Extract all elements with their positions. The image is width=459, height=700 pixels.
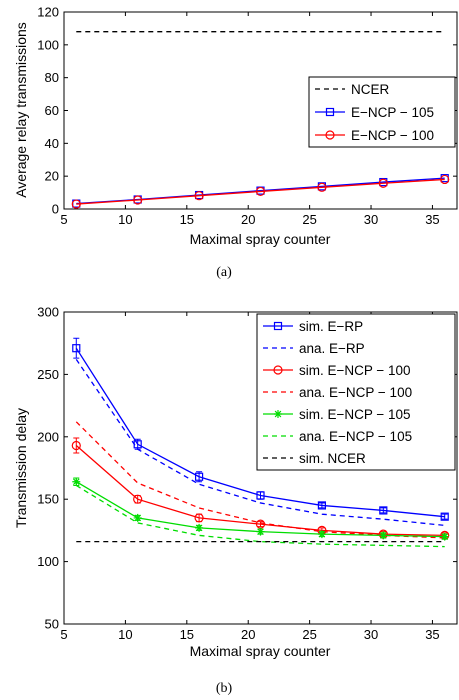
data-point bbox=[317, 501, 327, 510]
data-point bbox=[194, 191, 204, 201]
data-point bbox=[440, 512, 449, 521]
series-e-ncp-100 bbox=[71, 174, 450, 209]
legend-label: ana. E−RP bbox=[299, 341, 365, 356]
data-point bbox=[379, 531, 388, 540]
x-tick-label: 20 bbox=[241, 212, 255, 227]
data-point bbox=[133, 494, 143, 504]
x-tick-label: 10 bbox=[118, 212, 132, 227]
y-axis-label-b: Transmission delay bbox=[13, 408, 29, 528]
legend-item: NCER bbox=[315, 82, 390, 97]
x-tick-label: 25 bbox=[302, 627, 316, 642]
y-tick-label: 20 bbox=[45, 169, 59, 184]
x-tick-label: 15 bbox=[180, 212, 194, 227]
y-tick-label: 150 bbox=[37, 492, 59, 507]
legend-marker bbox=[274, 410, 282, 418]
data-point bbox=[440, 174, 450, 185]
series-ana-e-ncp-100 bbox=[75, 421, 445, 539]
data-point bbox=[317, 530, 326, 539]
y-tick-label: 200 bbox=[37, 429, 59, 444]
y-tick-label: 50 bbox=[45, 617, 59, 632]
legend-item: sim. E−NCP − 100 bbox=[263, 363, 411, 378]
legend-item: sim. E−RP bbox=[263, 319, 363, 334]
series-line bbox=[75, 421, 445, 539]
x-tick-label: 20 bbox=[241, 627, 255, 642]
caption-a: (a) bbox=[216, 265, 232, 280]
legend-item: E−NCP − 105 bbox=[315, 105, 434, 120]
legend-label: sim. NCER bbox=[299, 451, 366, 466]
chart-relay-transmissions: 5 10 15 20 25 30 35 0 20 40 60 80 100 120 NCER E−NCP −… bbox=[13, 5, 458, 280]
error-bar bbox=[73, 337, 80, 359]
x-tick-label: 15 bbox=[180, 627, 194, 642]
series-ana-e-ncp-105 bbox=[75, 484, 445, 548]
y-tick-label: 300 bbox=[37, 305, 59, 320]
data-point bbox=[378, 178, 388, 188]
x-tick-label: 5 bbox=[60, 212, 67, 227]
data-point bbox=[133, 195, 143, 205]
data-point bbox=[72, 344, 81, 353]
data-point bbox=[71, 440, 81, 451]
data-point bbox=[255, 186, 266, 197]
data-point bbox=[194, 472, 204, 481]
legend-label: sim. E−RP bbox=[299, 319, 363, 334]
caption-b: (b) bbox=[216, 681, 233, 696]
data-point bbox=[379, 506, 388, 515]
legend-label: sim. E−NCP − 105 bbox=[299, 407, 411, 422]
chart-transmission-delay: 5 10 15 20 25 30 35 50 100 150 200 250 300 sim. E−RP… bbox=[13, 305, 458, 696]
legend-label: ana. E−NCP − 105 bbox=[299, 429, 412, 444]
y-tick-label: 100 bbox=[37, 37, 59, 52]
y-tick-label: 60 bbox=[45, 103, 59, 118]
legend-marker bbox=[273, 365, 283, 375]
data-point bbox=[72, 477, 81, 486]
data-point bbox=[71, 199, 81, 209]
y-tick-label: 120 bbox=[37, 5, 59, 20]
y-tick-label: 250 bbox=[37, 367, 59, 382]
legend-label: sim. E−NCP − 100 bbox=[299, 363, 411, 378]
x-tick-label: 35 bbox=[425, 627, 439, 642]
legend-marker bbox=[325, 130, 335, 140]
legend-marker bbox=[325, 107, 335, 117]
legend-item: sim. NCER bbox=[263, 451, 366, 466]
legend-label: NCER bbox=[351, 82, 390, 97]
x-tick-label: 5 bbox=[60, 627, 67, 642]
data-point bbox=[133, 513, 142, 522]
data-point bbox=[440, 532, 449, 541]
data-point bbox=[194, 513, 204, 523]
y-tick-label: 80 bbox=[45, 70, 59, 85]
x-tick-label: 25 bbox=[302, 212, 316, 227]
y-tick-label: 40 bbox=[45, 136, 59, 151]
y-tick-label: 100 bbox=[37, 554, 59, 569]
x-tick-label: 10 bbox=[118, 627, 132, 642]
legend-item: ana. E−NCP − 105 bbox=[263, 429, 412, 444]
x-tick-label: 30 bbox=[364, 627, 378, 642]
y-tick-label: 0 bbox=[52, 202, 59, 217]
error-bar bbox=[441, 513, 448, 520]
series-sim-e-ncp-105 bbox=[72, 477, 449, 541]
legend-item: ana. E−NCP − 100 bbox=[263, 385, 412, 400]
legend-marker bbox=[273, 321, 283, 331]
x-tick-label: 30 bbox=[364, 212, 378, 227]
legend-label: E−NCP − 105 bbox=[351, 105, 434, 120]
legend-item: E−NCP − 100 bbox=[315, 128, 434, 143]
legend-item: sim. E−NCP − 105 bbox=[263, 407, 411, 422]
series-line bbox=[75, 484, 445, 548]
series-line bbox=[75, 359, 445, 527]
error-bar bbox=[73, 437, 80, 454]
data-point bbox=[317, 182, 327, 192]
x-axis-label-a: Maximal spray counter bbox=[190, 231, 331, 247]
error-bar bbox=[380, 507, 387, 514]
series-ana-e-rp bbox=[75, 359, 445, 527]
error-bar bbox=[318, 502, 325, 509]
legend-label: E−NCP − 100 bbox=[351, 128, 434, 143]
data-point bbox=[195, 523, 204, 532]
data-point bbox=[256, 527, 265, 536]
data-point bbox=[256, 491, 265, 500]
series-sim-e-rp bbox=[72, 337, 449, 521]
legend-label: ana. E−NCP − 100 bbox=[299, 385, 412, 400]
x-axis-label-b: Maximal spray counter bbox=[190, 643, 331, 659]
y-axis-label-a: Average relay transmissions bbox=[13, 22, 29, 198]
legend-item: ana. E−RP bbox=[263, 341, 365, 356]
series-line bbox=[76, 178, 445, 205]
x-tick-label: 35 bbox=[425, 212, 439, 227]
